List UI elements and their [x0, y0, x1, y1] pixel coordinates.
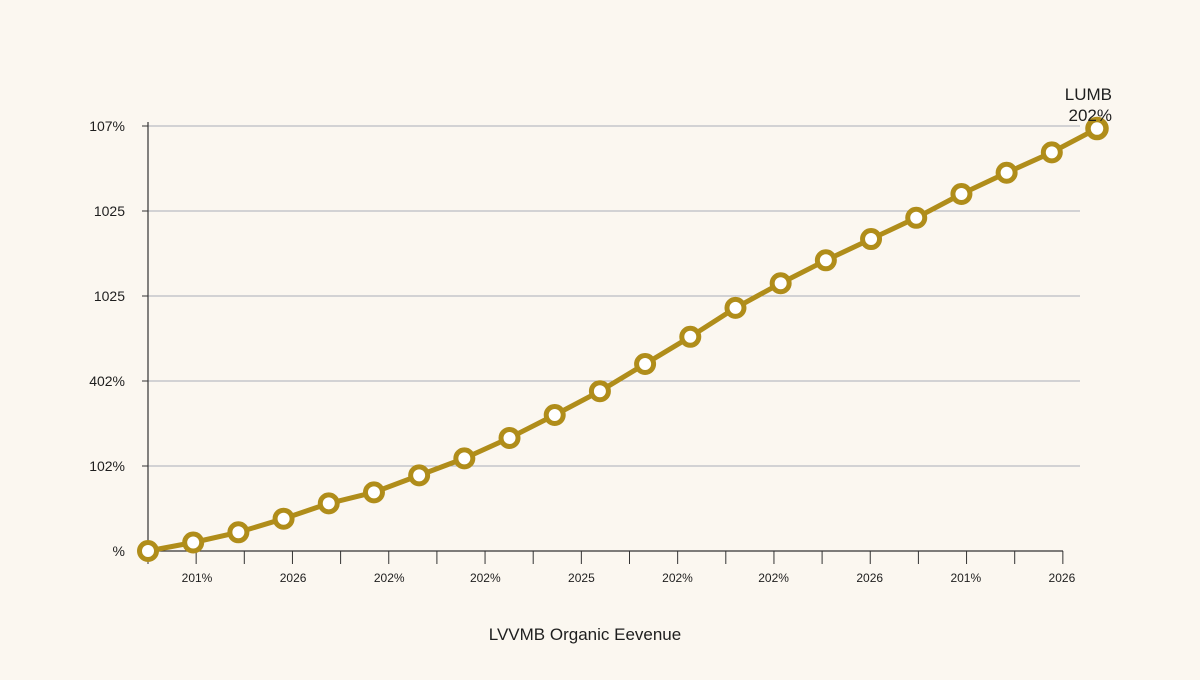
data-point [182, 531, 205, 554]
y-axis-ticks: % 102% 402% 1025 1025 107% [89, 118, 148, 559]
data-point [1085, 116, 1109, 141]
data-point [362, 481, 385, 504]
x-tick-label: 201% [950, 571, 981, 585]
data-point [995, 161, 1018, 184]
x-tick-label: 201% [182, 571, 213, 585]
y-tick-label: 1025 [94, 288, 125, 304]
data-point [408, 464, 431, 487]
data-point [453, 447, 476, 470]
data-point [679, 325, 702, 348]
data-point [724, 296, 747, 319]
data-point [634, 353, 657, 375]
x-tick-label: 2026 [1049, 571, 1076, 585]
data-point [498, 426, 521, 449]
data-point [227, 521, 250, 544]
end-label-series: LUMB [1065, 85, 1112, 104]
end-label-value: 202% [1069, 106, 1112, 125]
series-line [145, 126, 1100, 554]
y-tick-label: 107% [89, 118, 125, 134]
x-axis-ticks: 201% 2026 202% 202% 2025 202% 202% 2026 201% 2026 [147, 551, 1076, 585]
gridlines [148, 125, 1080, 467]
data-point [272, 507, 295, 530]
x-tick-label: 2025 [568, 571, 595, 585]
y-tick-label: 102% [89, 458, 125, 474]
axes [147, 122, 1063, 557]
data-point [905, 206, 928, 229]
x-tick-label: 202% [374, 571, 405, 585]
y-tick-label: 1025 [94, 203, 125, 219]
data-point [814, 249, 837, 272]
data-point [1040, 141, 1063, 164]
x-tick-label: 202% [758, 571, 789, 585]
data-point [543, 404, 566, 426]
data-point [137, 540, 159, 562]
x-tick-label: 2026 [280, 571, 307, 585]
data-point [317, 492, 340, 515]
x-tick-label: 2026 [856, 571, 883, 585]
y-tick-label: 402% [89, 373, 125, 389]
data-point [588, 380, 611, 403]
data-point [769, 272, 792, 295]
series-group [137, 116, 1109, 562]
x-tick-label: 202% [662, 571, 693, 585]
data-point [860, 228, 883, 251]
data-point [950, 183, 973, 205]
y-tick-label: % [113, 543, 125, 559]
x-tick-label: 202% [470, 571, 501, 585]
x-axis-title: LVVMB Organic Eevenue [489, 625, 681, 644]
